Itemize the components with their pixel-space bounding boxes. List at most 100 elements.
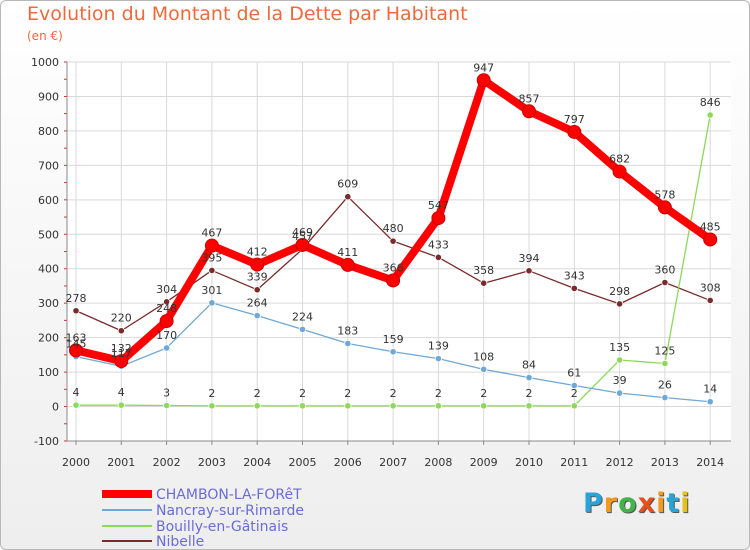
data-label: 2 xyxy=(480,387,487,400)
x-tick-label: 2014 xyxy=(696,456,724,469)
data-point xyxy=(661,359,669,368)
logo-letter: P xyxy=(583,488,604,519)
data-label: 339 xyxy=(247,271,268,284)
x-tick-label: 2000 xyxy=(62,456,90,469)
proxiti-logo: Proxiti xyxy=(583,488,691,519)
y-tick-label: 1000 xyxy=(31,56,59,69)
data-point xyxy=(389,348,397,356)
data-point xyxy=(434,402,442,410)
data-point xyxy=(434,355,442,363)
data-label: 301 xyxy=(201,284,222,297)
x-tick-label: 2003 xyxy=(198,456,226,469)
x-tick-label: 2012 xyxy=(606,456,634,469)
y-tick-label: 100 xyxy=(38,366,59,379)
data-label: 248 xyxy=(156,302,177,315)
data-point xyxy=(298,325,307,333)
data-label: 163 xyxy=(66,331,87,344)
data-label: 183 xyxy=(337,324,358,337)
data-label: 395 xyxy=(201,251,222,264)
data-label: 469 xyxy=(292,226,313,239)
data-label: 145 xyxy=(66,338,87,351)
data-point xyxy=(615,300,624,308)
data-label: 547 xyxy=(428,199,449,212)
x-tick-label: 2002 xyxy=(153,456,181,469)
data-label: 2 xyxy=(571,387,578,400)
data-label: 2 xyxy=(208,387,215,400)
data-point xyxy=(298,402,307,410)
data-label: 14 xyxy=(703,383,717,396)
data-point xyxy=(253,402,261,410)
data-label: 846 xyxy=(700,96,721,109)
data-label: 159 xyxy=(383,333,404,346)
logo-letter: r xyxy=(603,488,619,519)
data-point xyxy=(72,307,80,315)
data-point xyxy=(386,273,401,288)
data-point xyxy=(163,401,171,410)
data-label: 947 xyxy=(473,61,494,74)
data-label: 170 xyxy=(156,329,177,342)
data-point xyxy=(340,257,355,272)
data-label: 411 xyxy=(337,246,358,259)
x-tick-label: 2004 xyxy=(243,456,271,469)
data-point xyxy=(570,402,578,410)
plot-area xyxy=(67,62,731,441)
data-label: 366 xyxy=(383,261,404,274)
data-point xyxy=(159,314,174,329)
data-point xyxy=(661,278,669,287)
logo-letter: x xyxy=(637,488,657,519)
data-point xyxy=(389,402,397,410)
data-point xyxy=(480,279,488,287)
data-label: 84 xyxy=(522,359,536,372)
data-point xyxy=(250,257,265,272)
data-point xyxy=(431,211,446,226)
data-point xyxy=(612,164,627,179)
data-point xyxy=(389,237,397,245)
data-point xyxy=(480,365,488,373)
data-point xyxy=(525,402,533,410)
y-tick-label: 0 xyxy=(52,401,59,414)
y-tick-label: 700 xyxy=(38,159,59,172)
data-point xyxy=(480,402,488,410)
data-label: 304 xyxy=(156,283,177,296)
y-tick-label: 300 xyxy=(38,297,59,310)
logo-letter: t xyxy=(666,488,681,519)
data-point xyxy=(661,393,669,402)
data-label: 578 xyxy=(654,188,675,201)
data-label: 797 xyxy=(564,113,585,126)
data-point xyxy=(706,398,714,406)
data-label: 2 xyxy=(299,387,306,400)
data-point xyxy=(570,284,578,292)
data-point xyxy=(208,299,216,307)
data-point xyxy=(117,401,125,409)
data-point xyxy=(114,354,129,369)
data-label: 2 xyxy=(526,387,533,400)
data-label: 2 xyxy=(344,387,351,400)
data-point xyxy=(117,327,125,335)
data-label: 135 xyxy=(609,341,630,354)
data-label: 485 xyxy=(700,220,721,233)
data-point xyxy=(163,344,171,352)
data-point xyxy=(703,232,718,247)
y-tick-label: 500 xyxy=(38,228,59,241)
logo-letter: i xyxy=(680,488,691,519)
data-point xyxy=(476,73,491,88)
data-point xyxy=(657,200,672,215)
x-tick-label: 2007 xyxy=(379,456,407,469)
data-label: 343 xyxy=(564,269,585,282)
data-point xyxy=(615,356,624,364)
legend-label: CHAMBON-LA-FORêT xyxy=(156,487,302,503)
data-label: 125 xyxy=(654,344,675,357)
logo-letter: o xyxy=(618,488,638,519)
data-point xyxy=(208,402,216,410)
y-tick-label: 800 xyxy=(38,125,59,138)
data-point xyxy=(69,343,83,358)
data-label: 467 xyxy=(201,227,222,240)
data-point xyxy=(344,402,352,410)
data-label: 857 xyxy=(519,92,540,105)
data-label: 2 xyxy=(435,387,442,400)
data-label: 394 xyxy=(519,252,540,265)
x-tick-label: 2010 xyxy=(515,456,543,469)
y-tick-label: 900 xyxy=(38,90,59,103)
